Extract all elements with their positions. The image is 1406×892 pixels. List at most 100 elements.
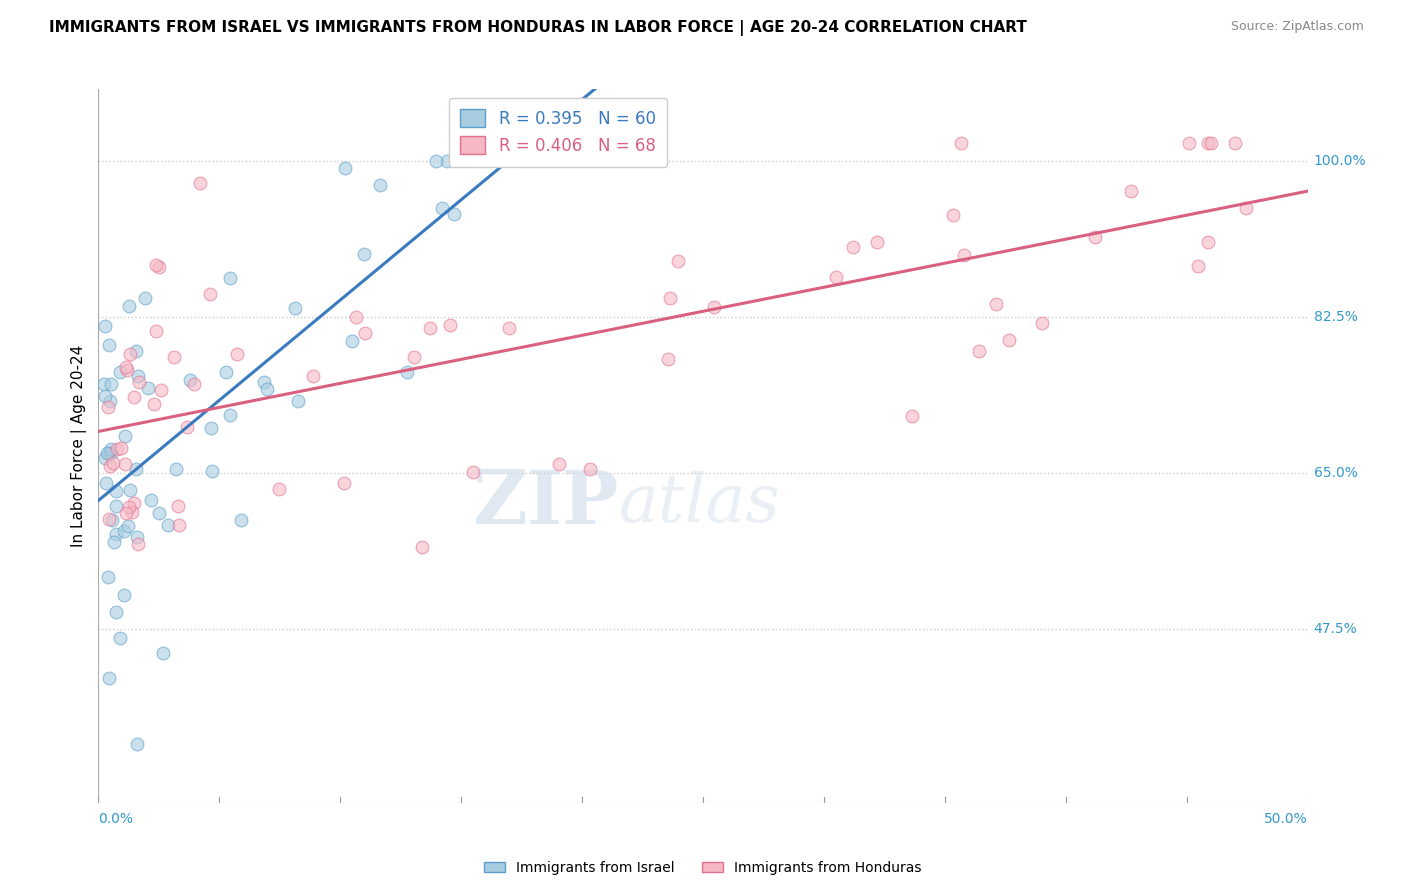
Point	[967, 344, 990, 359]
Point	[167, 500, 190, 514]
Point	[127, 537, 149, 551]
Point	[256, 382, 278, 396]
Point	[333, 476, 356, 491]
Point	[411, 540, 433, 554]
Point	[115, 363, 138, 377]
Point	[114, 359, 136, 374]
Legend: R = 0.395   N = 60, R = 0.406   N = 68: R = 0.395 N = 60, R = 0.406 N = 68	[449, 97, 668, 167]
Point	[122, 495, 145, 509]
Text: atlas: atlas	[619, 470, 780, 536]
Point	[463, 465, 485, 479]
Point	[562, 136, 585, 150]
Point	[419, 320, 441, 334]
Point	[125, 530, 148, 544]
Point	[97, 400, 120, 414]
Point	[344, 310, 367, 325]
Point	[93, 389, 115, 403]
Point	[340, 334, 363, 349]
Point	[125, 462, 148, 476]
Text: 50.0%: 50.0%	[1264, 812, 1308, 826]
Point	[703, 301, 725, 315]
Point	[148, 506, 170, 520]
Text: 65.0%: 65.0%	[1313, 466, 1358, 480]
Text: 82.5%: 82.5%	[1313, 310, 1358, 324]
Point	[136, 381, 159, 395]
Point	[139, 493, 162, 508]
Point	[96, 446, 118, 460]
Point	[121, 506, 143, 520]
Point	[333, 161, 356, 176]
Point	[143, 397, 166, 411]
Point	[1084, 229, 1107, 244]
Point	[98, 393, 121, 408]
Point	[114, 457, 136, 471]
Point	[101, 456, 124, 470]
Point	[578, 462, 600, 476]
Point	[100, 376, 122, 391]
Point	[824, 270, 846, 285]
Point	[950, 136, 973, 150]
Point	[183, 377, 205, 392]
Point	[436, 153, 458, 168]
Point	[122, 390, 145, 404]
Point	[98, 671, 121, 685]
Point	[395, 365, 418, 379]
Point	[659, 291, 682, 305]
Point	[439, 318, 461, 332]
Point	[163, 351, 186, 365]
Point	[150, 383, 173, 397]
Point	[225, 347, 247, 361]
Text: ZIP: ZIP	[472, 467, 619, 540]
Point	[110, 441, 132, 455]
Point	[432, 201, 454, 215]
Point	[200, 420, 222, 434]
Point	[666, 253, 689, 268]
Point	[103, 534, 125, 549]
Point	[443, 207, 465, 221]
Point	[402, 351, 425, 365]
Point	[94, 318, 117, 333]
Point	[425, 153, 447, 168]
Point	[368, 178, 391, 193]
Point	[1187, 259, 1209, 273]
Point	[167, 518, 190, 533]
Point	[287, 394, 309, 409]
Point	[498, 321, 520, 335]
Point	[101, 513, 124, 527]
Point	[1234, 201, 1257, 215]
Text: 47.5%: 47.5%	[1313, 622, 1357, 636]
Point	[98, 445, 121, 459]
Point	[105, 442, 128, 456]
Text: IMMIGRANTS FROM ISRAEL VS IMMIGRANTS FROM HONDURAS IN LABOR FORCE | AGE 20-24 CO: IMMIGRANTS FROM ISRAEL VS IMMIGRANTS FRO…	[49, 20, 1028, 36]
Point	[127, 737, 149, 751]
Point	[105, 527, 128, 541]
Point	[284, 301, 307, 315]
Point	[1031, 317, 1053, 331]
Point	[219, 271, 242, 285]
Point	[97, 338, 120, 352]
Point	[179, 373, 201, 387]
Text: 0.0%: 0.0%	[98, 812, 134, 826]
Point	[114, 429, 136, 443]
Point	[201, 465, 224, 479]
Point	[104, 605, 127, 619]
Point	[94, 476, 117, 491]
Point	[353, 247, 375, 261]
Point	[118, 346, 141, 360]
Point	[145, 258, 167, 272]
Point	[100, 442, 122, 456]
Point	[188, 176, 211, 190]
Point	[1197, 235, 1219, 249]
Point	[134, 291, 156, 305]
Point	[1178, 136, 1201, 150]
Point	[984, 297, 1007, 311]
Point	[120, 483, 142, 497]
Point	[97, 570, 120, 584]
Point	[302, 369, 325, 384]
Point	[229, 513, 252, 527]
Point	[125, 344, 148, 359]
Y-axis label: In Labor Force | Age 20-24: In Labor Force | Age 20-24	[72, 345, 87, 547]
Point	[114, 506, 136, 520]
Point	[165, 462, 187, 476]
Point	[105, 500, 128, 514]
